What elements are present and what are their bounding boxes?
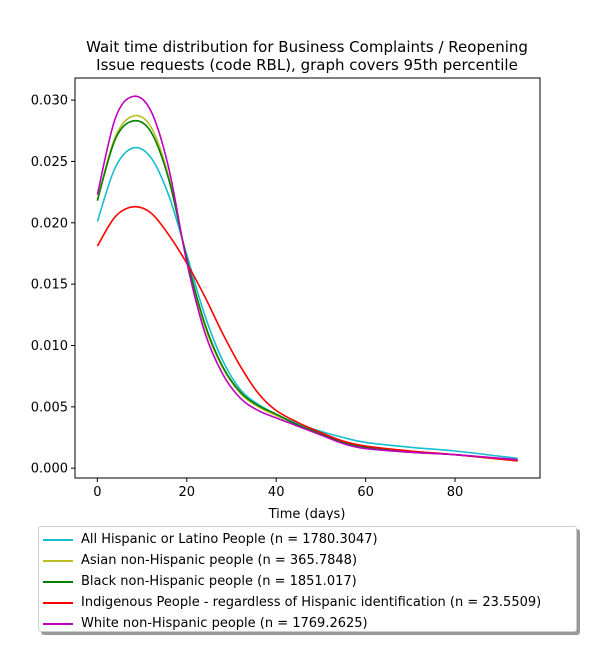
legend-label: All Hispanic or Latino People (n = 1780.…	[81, 532, 378, 547]
legend-item: White non-Hispanic people (n = 1769.2625…	[43, 613, 576, 634]
y-tick-label: 0.025	[31, 155, 68, 170]
series-layer	[96, 95, 518, 462]
x-tick-label: 80	[447, 485, 464, 500]
y-tick-label: 0.005	[31, 400, 68, 415]
series-line-3	[96, 205, 518, 462]
chart: Wait time distribution for Business Comp…	[31, 38, 541, 520]
y-tick-label: 0.020	[31, 216, 68, 231]
series-line-2	[96, 119, 518, 462]
chart-title-line-2: Issue requests (code RBL), graph covers …	[96, 56, 518, 74]
x-tick-label: 0	[93, 485, 101, 500]
x-tick-label: 60	[357, 485, 374, 500]
legend-swatch	[43, 559, 73, 562]
legend-item: Asian non-Hispanic people (n = 365.7848)	[43, 550, 576, 571]
legend-label: Indigenous People - regardless of Hispan…	[81, 595, 542, 610]
legend-label: Black non-Hispanic people (n = 1851.017)	[81, 574, 357, 589]
x-tick-label: 40	[268, 485, 285, 500]
legend-item: Black non-Hispanic people (n = 1851.017)	[43, 571, 576, 592]
legend-item: Indigenous People - regardless of Hispan…	[43, 592, 576, 613]
legend-swatch	[43, 622, 73, 625]
x-axis-label: Time (days)	[268, 507, 346, 520]
plot-frame	[74, 77, 541, 479]
y-tick-label: 0.000	[31, 462, 68, 477]
y-tick-label: 0.030	[31, 94, 68, 109]
y-tick-label: 0.015	[31, 278, 68, 293]
series-line-4	[96, 95, 518, 461]
legend-item: All Hispanic or Latino People (n = 1780.…	[43, 529, 576, 550]
legend: All Hispanic or Latino People (n = 1780.…	[38, 526, 577, 632]
axis-layer: 0 20 40 60 80 0.000 0.005 0.010 0.015 0.020 0.025 0…	[31, 94, 464, 500]
legend-label: White non-Hispanic people (n = 1769.2625…	[81, 616, 368, 631]
y-tick-label: 0.010	[31, 339, 68, 354]
series-line-0	[96, 146, 518, 460]
chart-title-line-1: Wait time distribution for Business Comp…	[86, 38, 528, 56]
legend-swatch	[43, 601, 73, 604]
x-tick-label: 20	[179, 485, 196, 500]
series-line-1	[96, 114, 518, 462]
legend-swatch	[43, 538, 73, 541]
legend-swatch	[43, 580, 73, 583]
legend-label: Asian non-Hispanic people (n = 365.7848)	[81, 553, 358, 568]
